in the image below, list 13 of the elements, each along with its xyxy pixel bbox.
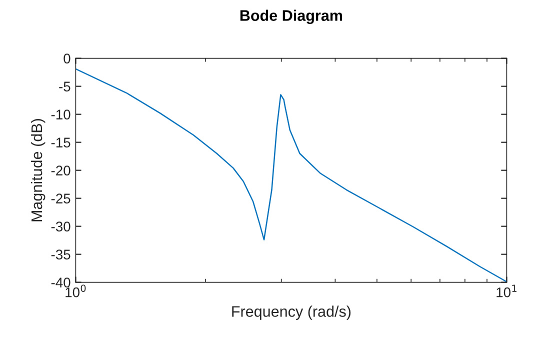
y-tick-label: -5 (59, 82, 70, 92)
y-axis-title: Magnitude (dB) (30, 119, 46, 222)
y-tick-label: -25 (51, 194, 70, 204)
x-axis-title: Frequency (rad/s) (232, 306, 351, 320)
y-tick-label: -35 (51, 250, 70, 260)
y-tick-label: -15 (51, 138, 70, 148)
y-tick-label: 0 (64, 54, 70, 64)
y-tick-label: -40 (51, 278, 70, 288)
y-tick-label: -30 (51, 222, 70, 232)
y-tick-label: -10 (51, 110, 70, 120)
x-tick-label: 10$^{1}$ (496, 284, 516, 298)
y-tick-label: -20 (51, 166, 70, 176)
chart-title: Bode Diagram (240, 10, 342, 24)
